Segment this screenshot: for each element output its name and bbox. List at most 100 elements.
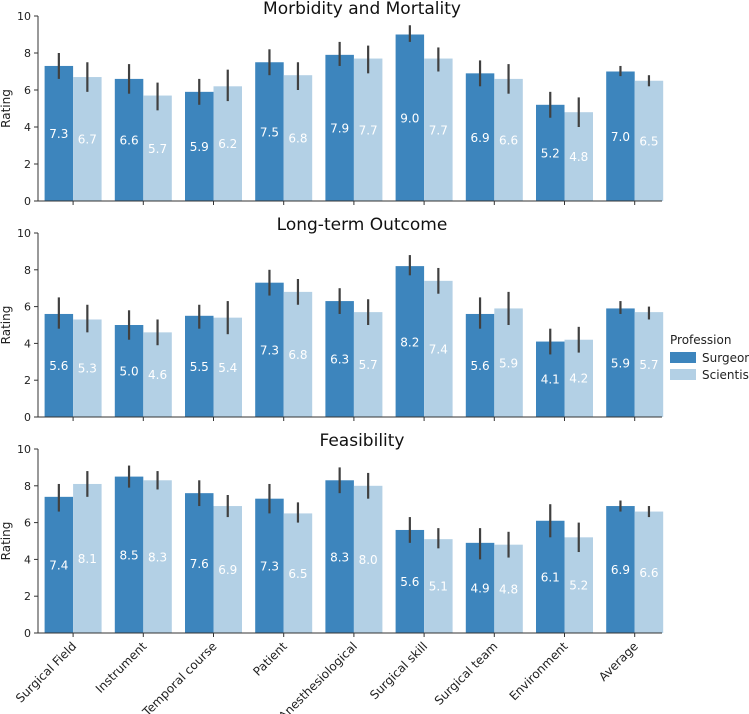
bar-scientist-average — [634, 312, 664, 417]
bar-scientist-average — [634, 80, 664, 201]
x-tick-label-temporal-course: Temporal course — [139, 639, 220, 714]
bar-surgeon-environment — [536, 104, 565, 201]
chart-panels: Morbidity and Mortality Rating 0 2 4 6 8 10 7.3 6… — [0, 0, 664, 714]
y-axis-label: Rating — [0, 522, 13, 561]
bar-scientist-instrument — [143, 332, 172, 417]
y-tick-label: 6 — [24, 301, 31, 314]
bar-surgeon-average — [606, 71, 635, 201]
bar-scientist-temporal-course — [213, 86, 242, 201]
bar-surgeon-anesthesiological — [325, 480, 354, 633]
bar-scientist-surgical-team — [494, 308, 523, 417]
data-label-surgeon-patient: 7.5 — [260, 125, 279, 139]
data-label-scientist-average: 5.7 — [639, 358, 658, 372]
bar-surgeon-surgical-skill — [395, 529, 425, 633]
panel-long-term-outcome: Long-term Outcome Rating 0 2 4 6 8 10 5.6 5.0 5.5 7… — [0, 215, 664, 424]
bar-surgeon-surgical-team — [465, 313, 495, 417]
data-label-scientist-temporal-course: 6.2 — [218, 137, 237, 151]
panel-title: Long-term Outcome — [277, 215, 448, 235]
data-label-scientist-environment: 4.8 — [569, 150, 588, 164]
data-label-scientist-patient: 6.8 — [288, 348, 307, 362]
bar-scientist-instrument — [143, 95, 172, 201]
bar-scientist-anesthesiological — [353, 312, 383, 417]
data-label-scientist-temporal-course: 5.4 — [218, 361, 237, 375]
y-tick-label: 6 — [24, 517, 31, 530]
bar-surgeon-patient — [255, 62, 284, 201]
data-label-scientist-instrument: 8.3 — [148, 550, 167, 564]
bar-surgeon-temporal-course — [185, 91, 214, 201]
y-tick-label: 2 — [24, 590, 31, 603]
bar-scientist-surgical-skill — [424, 58, 453, 201]
bar-scientist-surgical-team — [494, 78, 523, 201]
y-tick-label: 10 — [17, 443, 31, 456]
data-label-surgeon-environment: 4.1 — [541, 373, 560, 387]
y-tick-label: 8 — [24, 480, 31, 493]
data-label-surgeon-average: 7.0 — [611, 130, 630, 144]
bar-scientist-instrument — [143, 480, 172, 633]
y-tick-label: 2 — [24, 374, 31, 387]
data-label-scientist-surgical-field: 8.1 — [78, 552, 97, 566]
data-label-scientist-instrument: 5.7 — [148, 142, 167, 156]
data-label-scientist-patient: 6.8 — [288, 132, 307, 146]
bar-scientist-anesthesiological — [353, 485, 383, 633]
data-label-scientist-surgical-skill: 7.4 — [429, 343, 448, 357]
data-label-scientist-surgical-team: 5.9 — [499, 356, 518, 370]
x-tick-label-surgical-skill: Surgical skill — [367, 639, 430, 702]
x-tick-label-environment: Environment — [507, 639, 571, 703]
bar-surgeon-anesthesiological — [325, 301, 354, 417]
data-label-surgeon-surgical-team: 4.9 — [471, 581, 490, 595]
x-tick-label-instrument: Instrument — [93, 639, 150, 696]
bar-scientist-surgical-field — [73, 77, 102, 201]
legend-label-surgeon: Surgeon — [702, 351, 749, 365]
data-label-surgeon-surgical-field: 5.6 — [49, 359, 68, 373]
x-tick-label-surgical-field: Surgical Field — [13, 639, 79, 705]
bar-surgeon-patient — [255, 282, 284, 417]
bar-surgeon-surgical-field — [44, 496, 74, 633]
data-label-surgeon-instrument: 8.5 — [120, 549, 139, 563]
bar-surgeon-patient — [255, 498, 284, 633]
y-tick-label: 10 — [17, 227, 31, 240]
bar-surgeon-temporal-course — [185, 493, 214, 633]
data-label-surgeon-temporal-course: 5.5 — [190, 360, 209, 374]
data-label-surgeon-surgical-skill: 9.0 — [400, 112, 419, 126]
data-label-surgeon-anesthesiological: 8.3 — [330, 550, 349, 564]
bar-surgeon-average — [606, 308, 635, 417]
bar-scientist-surgical-field — [73, 319, 102, 417]
y-axis-label: Rating — [0, 89, 13, 128]
y-tick-label: 6 — [24, 84, 31, 97]
data-label-scientist-surgical-skill: 7.7 — [429, 123, 448, 137]
data-label-scientist-surgical-team: 6.6 — [499, 134, 518, 148]
data-label-scientist-average: 6.5 — [639, 134, 658, 148]
bar-scientist-surgical-skill — [424, 539, 453, 633]
bar-scientist-patient — [283, 75, 313, 201]
panel-title: Feasibility — [320, 431, 405, 451]
data-label-scientist-surgical-team: 4.8 — [499, 582, 518, 596]
x-tick-label-anesthesiological: Anesthesiological — [276, 639, 360, 714]
x-tick-label-average: Average — [596, 639, 641, 684]
y-tick-label: 4 — [24, 121, 31, 134]
y-tick-label: 8 — [24, 47, 31, 60]
panel-morbidity-and-mortality: Morbidity and Mortality Rating 0 2 4 6 8 10 7.3 6… — [0, 0, 664, 208]
legend-label-scientist: Scientist — [702, 368, 749, 382]
y-axis-label: Rating — [0, 306, 13, 345]
y-tick-label: 0 — [24, 195, 31, 208]
data-label-surgeon-surgical-skill: 5.6 — [400, 575, 419, 589]
y-tick-label: 0 — [24, 627, 31, 640]
data-label-scientist-environment: 5.2 — [569, 579, 588, 593]
bar-scientist-anesthesiological — [353, 58, 383, 201]
bar-scientist-temporal-course — [213, 506, 242, 633]
data-label-surgeon-instrument: 6.6 — [120, 134, 139, 148]
bar-surgeon-surgical-team — [465, 73, 495, 201]
data-label-scientist-anesthesiological: 8.0 — [359, 553, 378, 567]
y-tick-label: 4 — [24, 337, 31, 350]
data-label-scientist-patient: 6.5 — [288, 567, 307, 581]
panel-title: Morbidity and Mortality — [263, 0, 461, 19]
legend-title: Profession — [670, 333, 731, 347]
bar-scientist-patient — [283, 513, 313, 633]
data-label-scientist-average: 6.6 — [639, 566, 658, 580]
data-label-surgeon-surgical-skill: 8.2 — [400, 335, 419, 349]
bar-surgeon-surgical-field — [44, 313, 74, 417]
bar-surgeon-instrument — [114, 476, 144, 633]
bar-surgeon-temporal-course — [185, 315, 214, 417]
bar-surgeon-instrument — [114, 325, 144, 417]
